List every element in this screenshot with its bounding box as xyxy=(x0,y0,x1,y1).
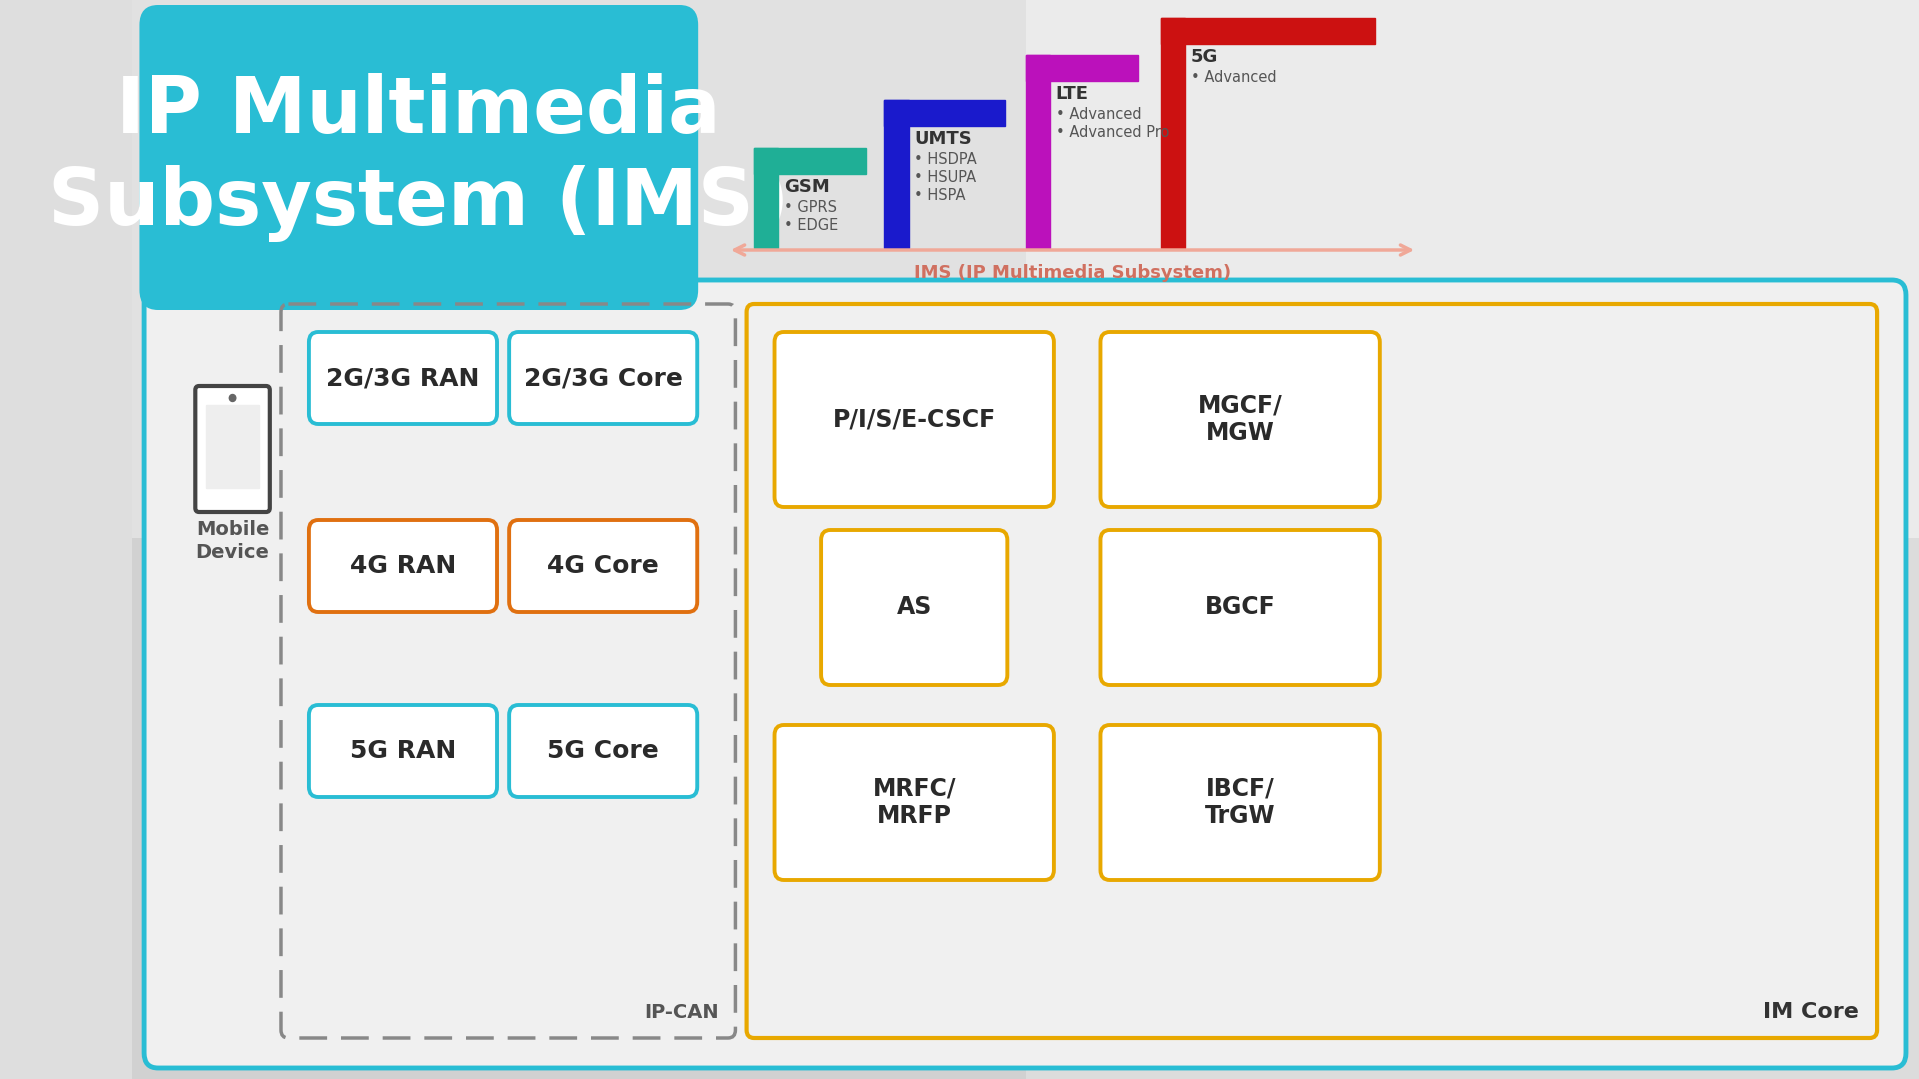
Text: 2G/3G Core: 2G/3G Core xyxy=(524,366,683,390)
FancyBboxPatch shape xyxy=(821,530,1007,685)
FancyBboxPatch shape xyxy=(1100,332,1380,507)
FancyBboxPatch shape xyxy=(509,705,697,797)
Text: 5G RAN: 5G RAN xyxy=(349,739,457,763)
FancyBboxPatch shape xyxy=(775,332,1054,507)
Text: AS: AS xyxy=(896,596,933,619)
Bar xyxy=(207,405,259,488)
FancyBboxPatch shape xyxy=(309,332,497,424)
Text: IP Multimedia
Subsystem (IMS): IP Multimedia Subsystem (IMS) xyxy=(48,73,789,242)
Bar xyxy=(1161,18,1376,44)
Text: 5G: 5G xyxy=(1192,47,1219,66)
Text: LTE: LTE xyxy=(1055,85,1088,103)
Circle shape xyxy=(228,395,236,401)
Text: IMS (IP Multimedia Subsystem): IMS (IP Multimedia Subsystem) xyxy=(913,264,1232,282)
Text: 4G RAN: 4G RAN xyxy=(349,554,457,578)
Text: • EDGE: • EDGE xyxy=(783,218,839,233)
Bar xyxy=(1027,55,1138,81)
FancyBboxPatch shape xyxy=(309,705,497,797)
Bar xyxy=(754,148,779,248)
FancyBboxPatch shape xyxy=(140,5,699,310)
Bar xyxy=(885,100,1006,126)
FancyBboxPatch shape xyxy=(196,386,271,513)
Text: IBCF/
TrGW: IBCF/ TrGW xyxy=(1205,777,1276,829)
Text: 2G/3G RAN: 2G/3G RAN xyxy=(326,366,480,390)
Text: IM Core: IM Core xyxy=(1762,1002,1858,1022)
Text: MRFC/
MRFP: MRFC/ MRFP xyxy=(873,777,956,829)
FancyBboxPatch shape xyxy=(144,279,1906,1068)
Text: IP-CAN: IP-CAN xyxy=(645,1003,718,1022)
Bar xyxy=(754,148,865,174)
FancyBboxPatch shape xyxy=(509,520,697,612)
Text: • GPRS: • GPRS xyxy=(783,200,837,215)
Text: • HSPA: • HSPA xyxy=(913,188,965,203)
Text: P/I/S/E-CSCF: P/I/S/E-CSCF xyxy=(833,408,996,432)
FancyBboxPatch shape xyxy=(509,332,697,424)
Text: 4G Core: 4G Core xyxy=(547,554,658,578)
Text: • HSUPA: • HSUPA xyxy=(913,170,977,185)
FancyBboxPatch shape xyxy=(1100,725,1380,880)
Text: • Advanced Pro: • Advanced Pro xyxy=(1055,125,1169,140)
Bar xyxy=(885,100,908,248)
Text: BGCF: BGCF xyxy=(1205,596,1276,619)
Text: • Advanced: • Advanced xyxy=(1192,70,1276,85)
Text: GSM: GSM xyxy=(783,178,829,196)
FancyBboxPatch shape xyxy=(309,520,497,612)
FancyBboxPatch shape xyxy=(775,725,1054,880)
Text: MGCF/
MGW: MGCF/ MGW xyxy=(1197,394,1282,446)
Text: Mobile
Device: Mobile Device xyxy=(196,520,269,562)
Text: 5G Core: 5G Core xyxy=(547,739,658,763)
Text: UMTS: UMTS xyxy=(913,129,971,148)
Text: • HSDPA: • HSDPA xyxy=(913,152,977,167)
Bar xyxy=(1027,55,1050,248)
FancyBboxPatch shape xyxy=(1100,530,1380,685)
Text: • Advanced: • Advanced xyxy=(1055,107,1142,122)
Bar xyxy=(1161,18,1186,248)
